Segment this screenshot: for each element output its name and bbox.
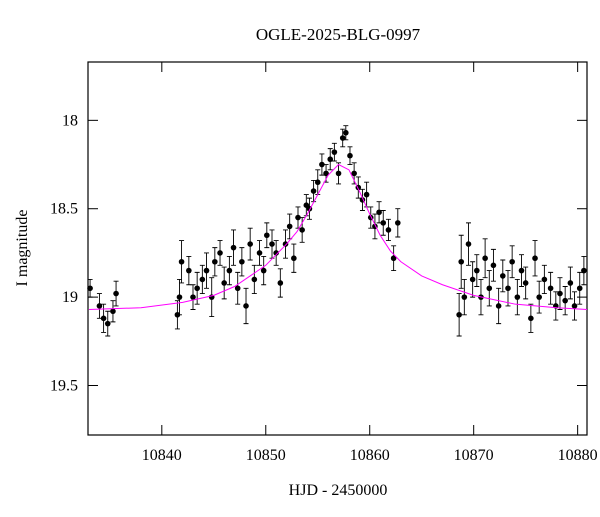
data-point bbox=[363, 191, 370, 198]
data-point bbox=[256, 250, 263, 256]
chart-title: OGLE-2025-BLG-0997 bbox=[256, 25, 421, 44]
data-point bbox=[212, 258, 218, 265]
data-point bbox=[486, 285, 493, 292]
x-tick-label: 10880 bbox=[558, 447, 598, 464]
data-point bbox=[186, 267, 192, 274]
data-point bbox=[351, 170, 357, 177]
data-point bbox=[264, 232, 270, 239]
data-point bbox=[190, 294, 196, 300]
data-point bbox=[505, 285, 511, 292]
data-point bbox=[314, 179, 321, 186]
data-point bbox=[243, 303, 249, 309]
y-axis-label: I magnitude bbox=[14, 210, 31, 287]
y-tick-label: 18 bbox=[62, 112, 78, 129]
data-point bbox=[323, 170, 329, 177]
data-point bbox=[461, 294, 468, 300]
data-point bbox=[522, 280, 529, 286]
data-point bbox=[465, 241, 472, 247]
data-point bbox=[532, 255, 538, 262]
y-tick-label: 19 bbox=[62, 289, 78, 306]
data-point bbox=[87, 285, 93, 292]
data-point bbox=[295, 214, 301, 221]
data-point bbox=[482, 255, 488, 262]
data-point bbox=[221, 280, 227, 286]
data-point bbox=[273, 250, 279, 256]
data-point bbox=[380, 220, 387, 226]
data-point bbox=[269, 241, 275, 247]
data-point bbox=[104, 320, 111, 327]
x-tick-label: 10860 bbox=[350, 447, 390, 464]
data-point bbox=[251, 276, 258, 283]
data-point bbox=[528, 315, 534, 322]
data-point bbox=[286, 223, 293, 230]
data-point bbox=[495, 303, 502, 309]
data-point bbox=[335, 170, 342, 177]
data-point bbox=[490, 262, 497, 269]
data-point bbox=[562, 297, 568, 304]
plot-frame bbox=[87, 61, 588, 436]
data-point bbox=[567, 280, 574, 286]
data-point bbox=[458, 258, 465, 265]
data-point bbox=[282, 241, 289, 247]
data-point bbox=[557, 290, 563, 297]
data-point bbox=[469, 276, 476, 283]
data-point bbox=[547, 285, 554, 292]
data-point bbox=[277, 280, 284, 286]
data-point bbox=[113, 290, 119, 297]
data-point bbox=[343, 129, 349, 136]
data-point bbox=[347, 152, 353, 159]
data-point bbox=[110, 308, 116, 315]
data-point bbox=[509, 258, 515, 265]
data-point bbox=[96, 303, 103, 309]
data-point bbox=[260, 267, 267, 274]
data-point bbox=[310, 188, 317, 194]
data-point bbox=[291, 255, 297, 262]
data-point bbox=[581, 267, 587, 274]
x-axis-label: HJD - 2450000 bbox=[289, 482, 388, 499]
data-point bbox=[178, 258, 185, 265]
data-point bbox=[217, 250, 223, 256]
data-point bbox=[176, 294, 183, 300]
data-point bbox=[247, 241, 253, 247]
y-tick-label: 18.5 bbox=[50, 201, 78, 218]
data-point bbox=[100, 315, 107, 322]
data-point bbox=[499, 273, 506, 279]
data-point bbox=[390, 255, 397, 262]
data-point bbox=[474, 267, 480, 274]
x-tick-label: 10850 bbox=[246, 447, 286, 464]
data-point bbox=[571, 303, 578, 309]
data-point bbox=[203, 267, 210, 274]
data-point bbox=[376, 209, 382, 216]
x-tick-label: 10840 bbox=[142, 447, 182, 464]
data-point bbox=[199, 276, 206, 283]
data-point bbox=[536, 294, 542, 300]
data-point bbox=[327, 156, 334, 163]
y-tick-label: 19.5 bbox=[50, 378, 78, 395]
data-point bbox=[299, 227, 305, 233]
data-point bbox=[226, 267, 233, 274]
data-point bbox=[239, 258, 245, 265]
data-point bbox=[541, 276, 548, 283]
data-point bbox=[394, 220, 401, 226]
data-point bbox=[234, 285, 241, 292]
data-point bbox=[456, 311, 462, 318]
data-point bbox=[518, 267, 525, 274]
data-point bbox=[331, 149, 338, 155]
data-point bbox=[194, 285, 200, 292]
data-point bbox=[385, 227, 392, 233]
data-point bbox=[576, 285, 583, 292]
model-curve bbox=[89, 163, 588, 310]
data-point bbox=[230, 244, 237, 251]
data-point bbox=[319, 161, 325, 168]
data-point bbox=[514, 294, 521, 300]
x-tick-label: 10870 bbox=[454, 447, 494, 464]
